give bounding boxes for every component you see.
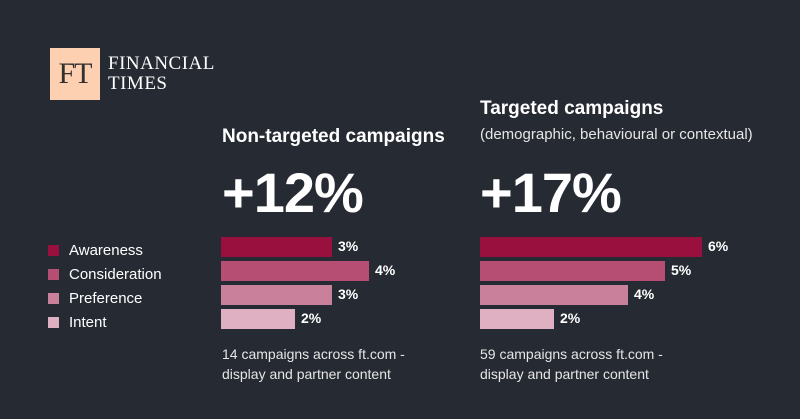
panel-2-footnote-line-2: display and partner content [480,366,649,382]
legend-item-intent: Intent [48,310,162,334]
bar-awareness [221,237,332,257]
legend-label: Awareness [69,241,143,259]
bar-intent [221,309,295,329]
legend-label: Intent [69,313,107,331]
bar-value-label: 4% [375,262,396,278]
logo-line-1: FINANCIAL [108,53,215,74]
legend: Awareness Consideration Preference Inten… [48,238,162,334]
panel-2-footnote-line-1: 59 campaigns across ft.com - [480,346,663,362]
legend-item-preference: Preference [48,286,162,310]
panel-2-subtitle: (demographic, behavioural or contextual) [480,126,753,143]
panel-1-footnote: 14 campaigns across ft.com - display and… [222,344,405,384]
bar-consideration [221,261,369,281]
bar-value-label: 3% [338,238,359,254]
ft-logo-mark: FT [50,48,100,100]
legend-swatch [48,268,59,280]
bar-preference [480,285,628,305]
ft-logo: FT FINANCIAL TIMES [50,48,215,100]
panel-1-headline: +12% [222,161,364,224]
legend-label: Consideration [69,265,162,283]
legend-swatch [48,316,59,328]
bar-intent [480,309,554,329]
panel-1-footnote-line-2: display and partner content [222,366,391,382]
ft-logo-wordmark: FINANCIAL TIMES [108,54,215,94]
bar-chart-targeted: 6% 5% 4% 2% [480,237,740,333]
legend-item-consideration: Consideration [48,262,162,286]
panel-1-title: Non-targeted campaigns [222,126,445,147]
panel-2-footnote: 59 campaigns across ft.com - display and… [480,344,663,384]
bar-value-label: 2% [560,310,581,326]
panel-1-footnote-line-1: 14 campaigns across ft.com - [222,346,405,362]
bar-value-label: 4% [634,286,655,302]
bar-preference [221,285,332,305]
panel-2-title: Targeted campaigns [480,98,664,119]
legend-swatch [48,292,59,304]
legend-item-awareness: Awareness [48,238,162,262]
bar-consideration [480,261,665,281]
bar-value-label: 2% [301,310,322,326]
panel-2-headline: +17% [480,161,622,224]
logo-line-2: TIMES [108,73,168,94]
legend-label: Preference [69,289,143,307]
legend-swatch [48,244,59,256]
bar-value-label: 3% [338,286,359,302]
bar-chart-non-targeted: 3% 4% 3% 2% [221,237,461,333]
bar-value-label: 5% [671,262,692,278]
bar-awareness [480,237,702,257]
bar-value-label: 6% [708,238,729,254]
